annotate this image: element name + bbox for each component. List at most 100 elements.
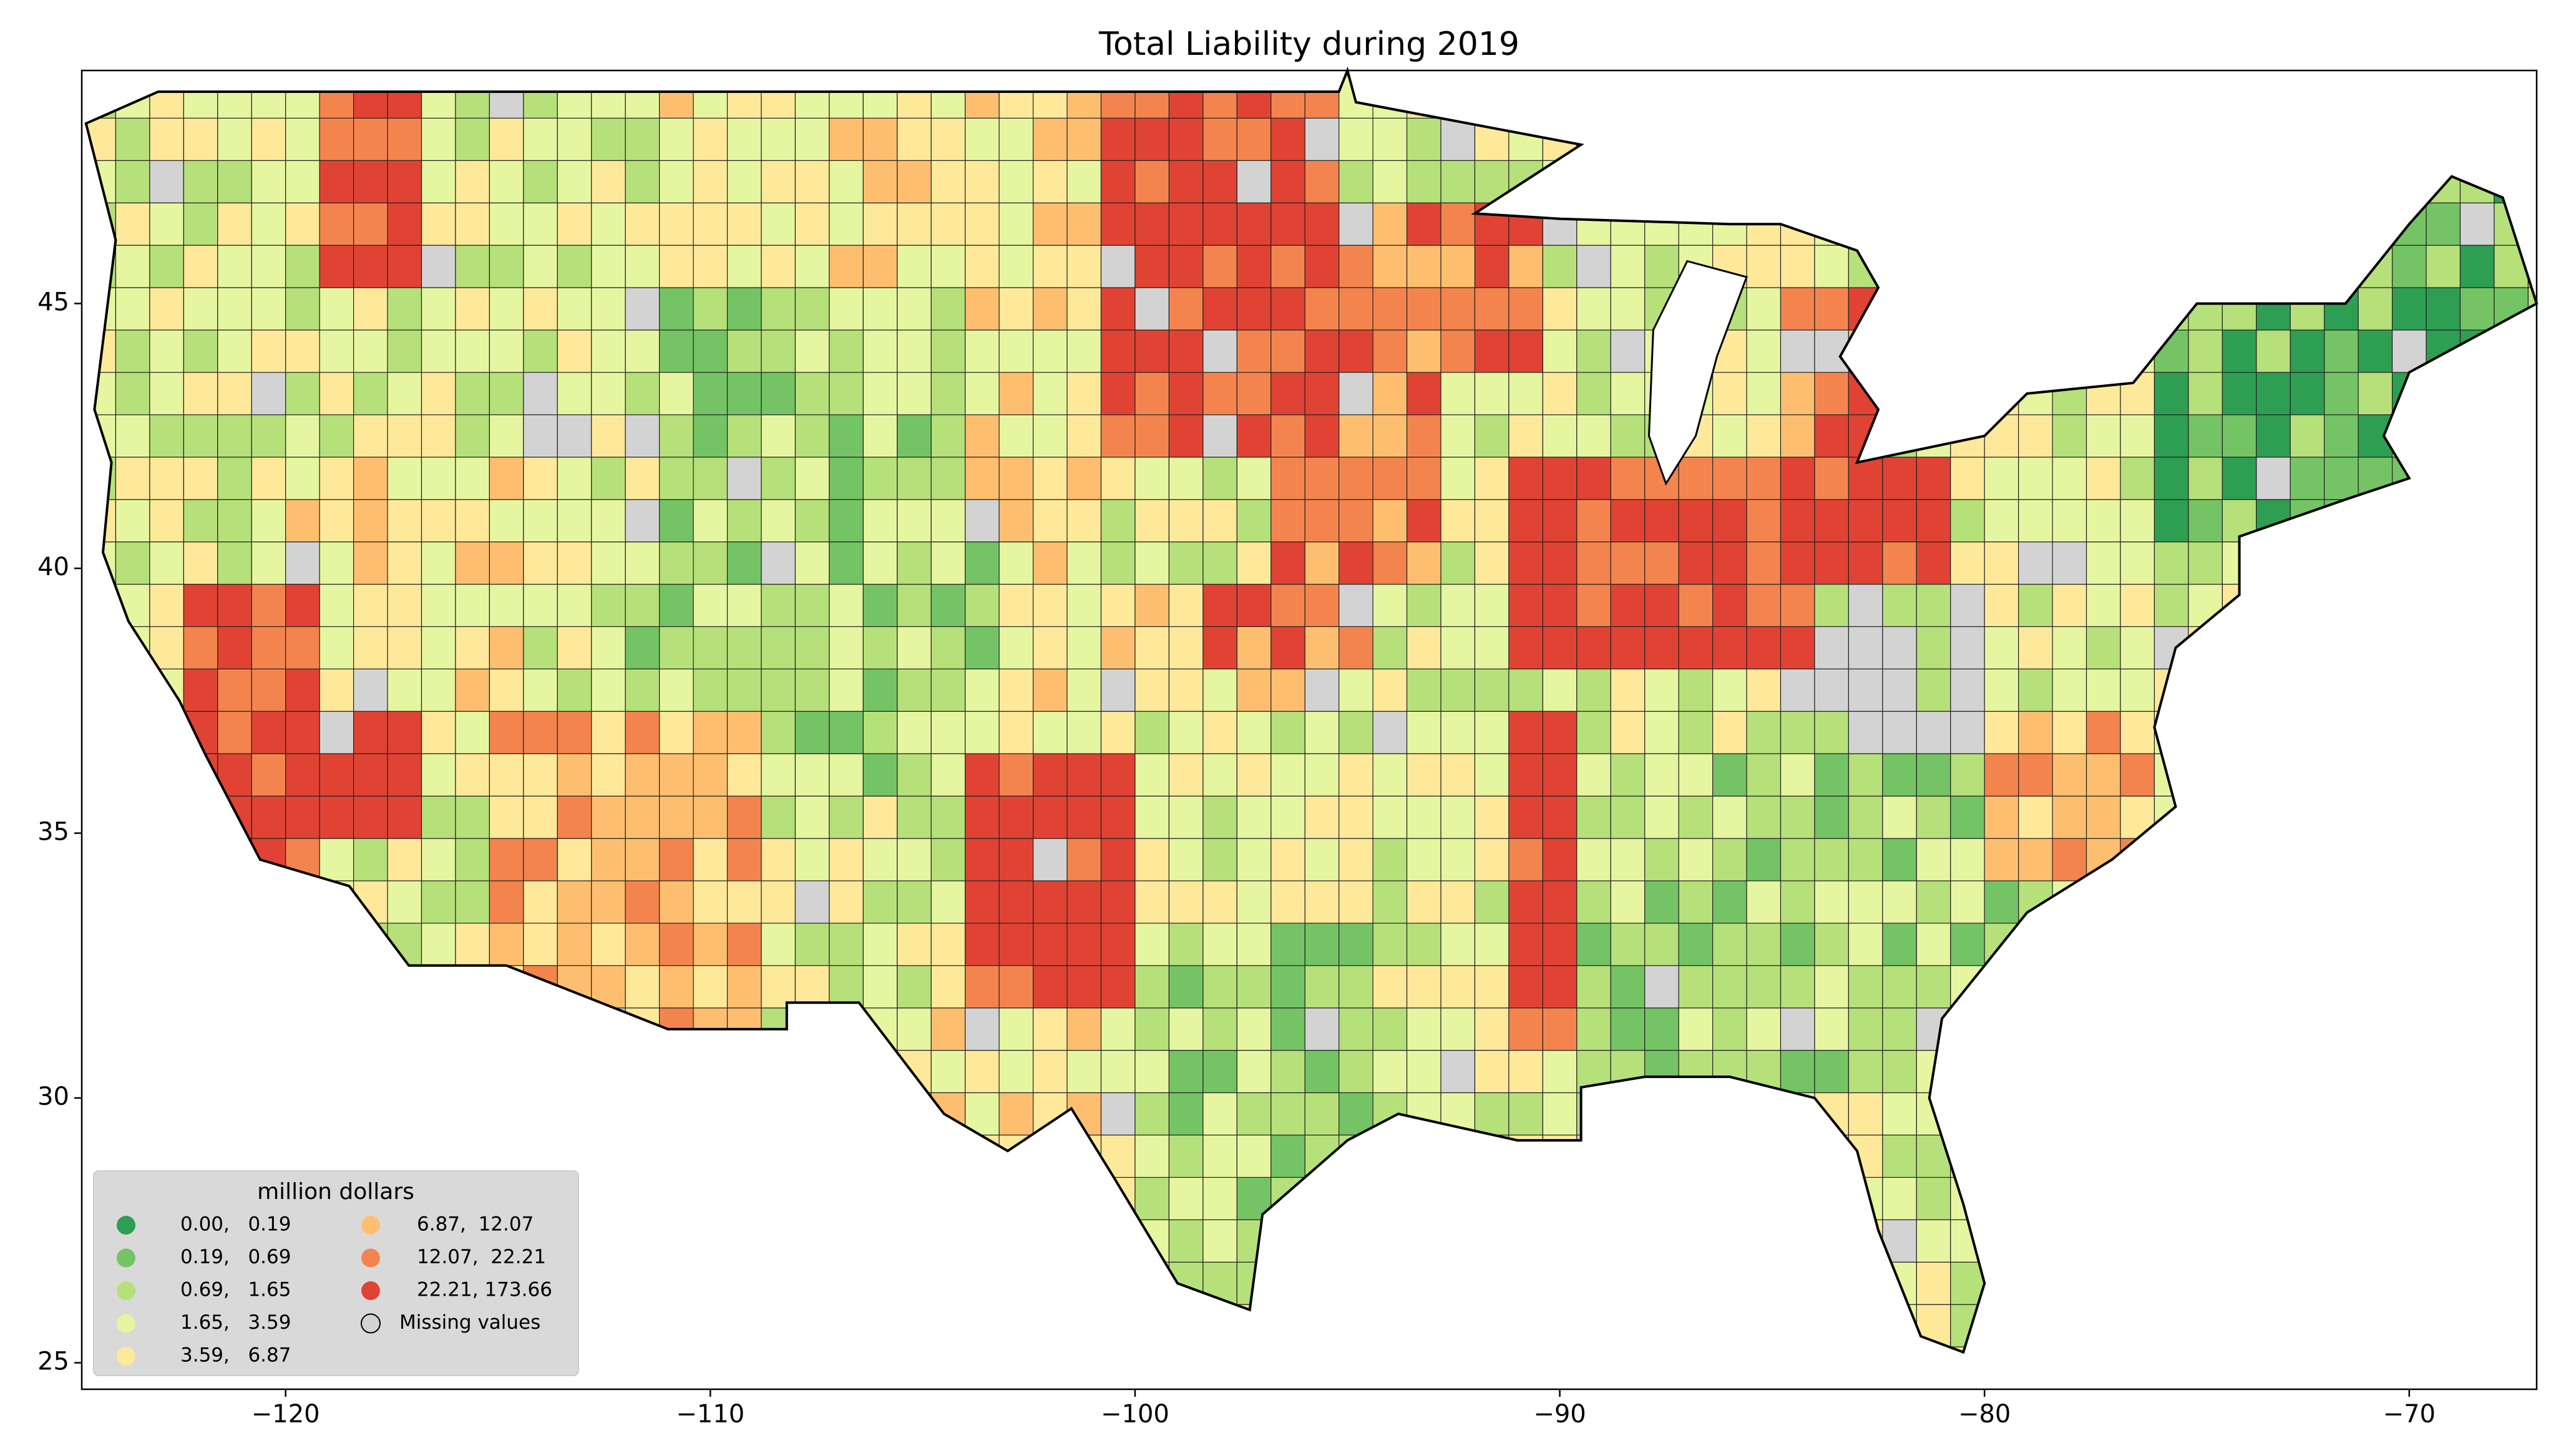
- county-cell: [2052, 1261, 2087, 1305]
- county-cell: [2222, 245, 2257, 288]
- county-cell: [2459, 457, 2495, 500]
- county-cell: [1168, 1346, 1204, 1352]
- county-cell: [1576, 160, 1611, 203]
- county-cell: [2256, 838, 2291, 881]
- county-cell: [693, 880, 728, 924]
- county-cell: [557, 1007, 592, 1051]
- county-cell: [1236, 75, 1272, 119]
- county-cell: [251, 117, 286, 161]
- county-cell: [217, 245, 252, 288]
- county-cell: [2459, 1134, 2495, 1178]
- county-cell: [1440, 75, 1476, 119]
- county-cell: [1032, 287, 1068, 331]
- county-cell: [557, 541, 592, 585]
- county-cell: [1236, 923, 1272, 966]
- county-cell: [726, 1134, 762, 1178]
- county-cell: [1644, 583, 1679, 628]
- county-cell: [85, 70, 117, 77]
- county-cell: [2391, 499, 2427, 543]
- county-cell: [1610, 160, 1646, 203]
- county-cell: [1678, 880, 1714, 924]
- county-cell: [2188, 457, 2223, 500]
- county-cell: [2324, 1007, 2359, 1051]
- county-cell: [1950, 838, 1985, 881]
- county-cell: [217, 1007, 252, 1051]
- county-cell: [829, 1219, 864, 1263]
- county-cell: [1202, 1050, 1237, 1094]
- county-cell: [1134, 838, 1169, 881]
- county-cell: [1576, 923, 1611, 966]
- county-cell: [2222, 753, 2257, 797]
- county-cell: [998, 70, 1034, 77]
- county-cell: [1508, 1304, 1543, 1347]
- county-cell: [217, 923, 252, 966]
- county-cell: [319, 1007, 354, 1051]
- county-cell: [794, 1346, 830, 1352]
- county-cell: [1100, 372, 1136, 415]
- county-cell: [2256, 202, 2291, 246]
- county-cell: [421, 75, 456, 119]
- county-cell: [1882, 583, 1917, 628]
- county-cell: [591, 457, 626, 500]
- county-cell: [1236, 117, 1272, 161]
- county-cell: [591, 541, 626, 585]
- county-cell: [387, 160, 422, 203]
- county-cell: [1134, 753, 1169, 797]
- county-cell: [1304, 541, 1340, 585]
- county-cell: [1066, 880, 1102, 924]
- county-cell: [2188, 923, 2223, 966]
- county-cell: [1576, 795, 1611, 839]
- county-cell: [1848, 880, 1883, 924]
- county-cell: [1066, 1346, 1102, 1352]
- county-cell: [1984, 541, 2019, 585]
- county-cell: [2256, 1134, 2291, 1178]
- county-cell: [1339, 795, 1373, 839]
- county-cell: [659, 1219, 694, 1263]
- county-cell: [1950, 75, 1985, 119]
- county-cell: [1304, 668, 1340, 712]
- county-cell: [149, 583, 184, 628]
- county-cell: [2459, 414, 2495, 458]
- county-cell: [217, 499, 252, 543]
- county-cell: [1032, 795, 1068, 839]
- county-cell: [1984, 75, 2019, 119]
- county-cell: [1746, 541, 1782, 585]
- county-cell: [1304, 160, 1340, 203]
- county-cell: [1984, 287, 2019, 331]
- county-cell: [1610, 795, 1646, 839]
- county-cell: [523, 75, 558, 119]
- county-cell: [387, 795, 422, 839]
- county-cell: [2120, 1261, 2155, 1305]
- county-cell: [149, 923, 184, 966]
- county-cell: [115, 923, 150, 966]
- county-cell: [659, 1177, 694, 1220]
- county-cell: [1610, 1092, 1646, 1136]
- county-cell: [2256, 1177, 2291, 1220]
- county-cell: [1780, 1304, 1815, 1347]
- county-cell: [1916, 372, 1951, 415]
- county-cell: [1406, 287, 1441, 331]
- county-cell: [319, 583, 354, 628]
- county-cell: [2222, 1177, 2257, 1220]
- county-cell: [2494, 753, 2529, 797]
- county-cell: [1780, 70, 1815, 77]
- county-cell: [998, 1007, 1034, 1051]
- county-cell: [2018, 75, 2053, 119]
- county-cell: [557, 1092, 592, 1136]
- legend-label: 6.87, 12.07: [417, 1213, 534, 1236]
- county-cell: [1134, 1007, 1169, 1051]
- county-cell: [1202, 583, 1237, 628]
- county-cell: [1100, 1092, 1136, 1136]
- county-cell: [1339, 414, 1373, 458]
- county-cell: [1406, 711, 1441, 754]
- county-cell: [1746, 414, 1782, 458]
- county-cell: [1032, 499, 1068, 543]
- county-cell: [1678, 795, 1714, 839]
- county-cell: [1032, 1134, 1068, 1178]
- county-cell: [2188, 965, 2223, 1009]
- county-cell: [217, 287, 252, 331]
- county-cell: [2256, 711, 2291, 754]
- county-cell: [557, 372, 592, 415]
- county-cell: [2154, 160, 2189, 203]
- county-cell: [1576, 880, 1611, 924]
